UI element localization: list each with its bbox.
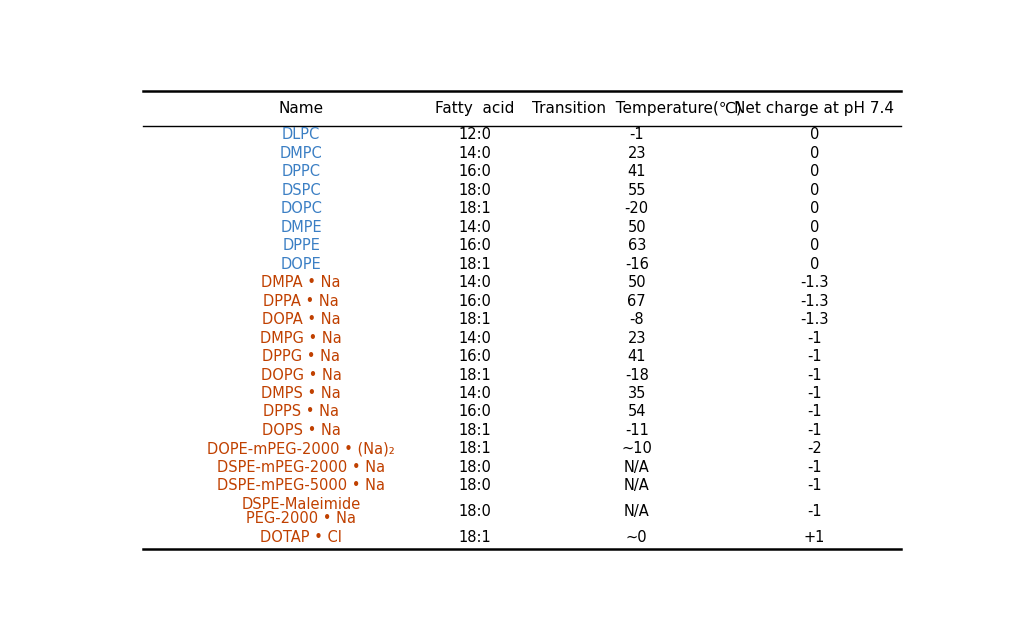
Text: DPPC: DPPC <box>281 165 321 179</box>
Text: 54: 54 <box>628 404 646 420</box>
Text: ~10: ~10 <box>622 441 652 456</box>
Text: 0: 0 <box>810 127 819 142</box>
Text: ~0: ~0 <box>626 530 647 545</box>
Text: 41: 41 <box>628 349 646 364</box>
Text: 63: 63 <box>628 238 646 253</box>
Text: 18:1: 18:1 <box>459 441 491 456</box>
Text: 0: 0 <box>810 183 819 198</box>
Text: -16: -16 <box>625 257 649 272</box>
Text: 16:0: 16:0 <box>459 404 491 420</box>
Text: DOTAP • Cl: DOTAP • Cl <box>260 530 342 545</box>
Text: -8: -8 <box>630 312 644 327</box>
Text: 16:0: 16:0 <box>459 165 491 179</box>
Text: -1: -1 <box>630 127 644 142</box>
Text: 23: 23 <box>628 146 646 161</box>
Text: -20: -20 <box>625 201 649 216</box>
Text: 55: 55 <box>628 183 646 198</box>
Text: 35: 35 <box>628 386 646 401</box>
Text: 14:0: 14:0 <box>459 146 491 161</box>
Text: -1: -1 <box>807 479 821 493</box>
Text: 50: 50 <box>628 275 646 290</box>
Text: 18:0: 18:0 <box>459 460 491 475</box>
Text: -1: -1 <box>807 460 821 475</box>
Text: +1: +1 <box>804 530 825 545</box>
Text: Net charge at pH 7.4: Net charge at pH 7.4 <box>735 101 895 116</box>
Text: -18: -18 <box>625 368 649 382</box>
Text: N/A: N/A <box>624 505 650 519</box>
Text: -1: -1 <box>807 423 821 438</box>
Text: -11: -11 <box>625 423 649 438</box>
Text: 18:0: 18:0 <box>459 479 491 493</box>
Text: DLPC: DLPC <box>282 127 320 142</box>
Text: Transition  Temperature(℃): Transition Temperature(℃) <box>532 101 742 116</box>
Text: DSPC: DSPC <box>281 183 321 198</box>
Text: DPPS • Na: DPPS • Na <box>263 404 339 420</box>
Text: DMPE: DMPE <box>280 220 322 235</box>
Text: DOPE: DOPE <box>281 257 321 272</box>
Text: DOPE-mPEG-2000 • (Na)₂: DOPE-mPEG-2000 • (Na)₂ <box>207 441 395 456</box>
Text: DMPC: DMPC <box>280 146 322 161</box>
Text: -1: -1 <box>807 368 821 382</box>
Text: DOPA • Na: DOPA • Na <box>262 312 340 327</box>
Text: N/A: N/A <box>624 460 650 475</box>
Text: -1: -1 <box>807 386 821 401</box>
Text: DSPE-mPEG-2000 • Na: DSPE-mPEG-2000 • Na <box>217 460 385 475</box>
Text: -1.3: -1.3 <box>800 275 828 290</box>
Text: 23: 23 <box>628 330 646 346</box>
Text: Fatty  acid: Fatty acid <box>435 101 515 116</box>
Text: 16:0: 16:0 <box>459 349 491 364</box>
Text: 0: 0 <box>810 165 819 179</box>
Text: -2: -2 <box>807 441 821 456</box>
Text: 0: 0 <box>810 201 819 216</box>
Text: PEG-2000 • Na: PEG-2000 • Na <box>247 511 356 526</box>
Text: 18:0: 18:0 <box>459 505 491 519</box>
Text: 18:1: 18:1 <box>459 368 491 382</box>
Text: N/A: N/A <box>624 479 650 493</box>
Text: DPPA • Na: DPPA • Na <box>263 294 339 309</box>
Text: 12:0: 12:0 <box>459 127 491 142</box>
Text: DSPE-mPEG-5000 • Na: DSPE-mPEG-5000 • Na <box>217 479 385 493</box>
Text: 18:1: 18:1 <box>459 423 491 438</box>
Text: 14:0: 14:0 <box>459 386 491 401</box>
Text: 16:0: 16:0 <box>459 238 491 253</box>
Text: 16:0: 16:0 <box>459 294 491 309</box>
Text: 41: 41 <box>628 165 646 179</box>
Text: -1: -1 <box>807 330 821 346</box>
Text: 50: 50 <box>628 220 646 235</box>
Text: 0: 0 <box>810 238 819 253</box>
Text: 0: 0 <box>810 257 819 272</box>
Text: -1.3: -1.3 <box>800 312 828 327</box>
Text: 14:0: 14:0 <box>459 275 491 290</box>
Text: -1: -1 <box>807 505 821 519</box>
Text: DOPC: DOPC <box>280 201 322 216</box>
Text: DMPA • Na: DMPA • Na <box>261 275 341 290</box>
Text: 14:0: 14:0 <box>459 220 491 235</box>
Text: DOPG • Na: DOPG • Na <box>261 368 341 382</box>
Text: 18:1: 18:1 <box>459 530 491 545</box>
Text: 14:0: 14:0 <box>459 330 491 346</box>
Text: DPPG • Na: DPPG • Na <box>262 349 340 364</box>
Text: 67: 67 <box>628 294 646 309</box>
Text: 0: 0 <box>810 220 819 235</box>
Text: DSPE-Maleimide: DSPE-Maleimide <box>242 497 361 512</box>
Text: -1.3: -1.3 <box>800 294 828 309</box>
Text: 18:1: 18:1 <box>459 257 491 272</box>
Text: DPPE: DPPE <box>282 238 320 253</box>
Text: DMPS • Na: DMPS • Na <box>261 386 341 401</box>
Text: 18:0: 18:0 <box>459 183 491 198</box>
Text: Name: Name <box>278 101 324 116</box>
Text: DOPS • Na: DOPS • Na <box>262 423 340 438</box>
Text: -1: -1 <box>807 404 821 420</box>
Text: 18:1: 18:1 <box>459 312 491 327</box>
Text: -1: -1 <box>807 349 821 364</box>
Text: 0: 0 <box>810 146 819 161</box>
Text: DMPG • Na: DMPG • Na <box>260 330 342 346</box>
Text: 18:1: 18:1 <box>459 201 491 216</box>
